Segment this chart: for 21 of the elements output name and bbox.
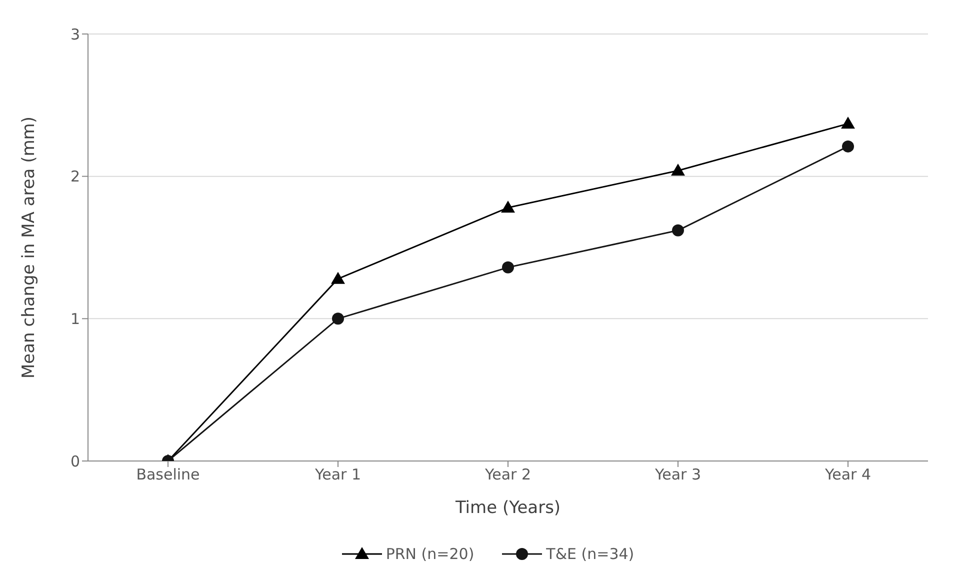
legend-label: PRN (n=20) <box>386 545 474 563</box>
x-axis-title: Time (Years) <box>454 498 561 518</box>
x-tick-label: Year 4 <box>824 466 872 484</box>
point <box>502 261 514 274</box>
x-tick-label: Baseline <box>136 466 200 484</box>
y-axis-title: Mean change in MA area (mm) <box>19 116 40 378</box>
point <box>672 224 684 236</box>
point <box>501 200 515 213</box>
point <box>842 140 854 152</box>
x-tick-label: Year 2 <box>484 466 532 484</box>
point <box>332 312 344 325</box>
y-tick-label: 3 <box>70 25 80 44</box>
point <box>671 164 685 176</box>
x-tick-label: Year 1 <box>314 466 362 484</box>
y-tick-label: 0 <box>70 452 80 470</box>
legend-label: T&E (n=34) <box>546 545 634 563</box>
y-tick-label: 1 <box>70 310 80 328</box>
point <box>331 272 345 284</box>
y-tick-label: 2 <box>70 168 80 186</box>
point <box>841 116 855 129</box>
x-tick-label: Year 3 <box>654 466 702 484</box>
